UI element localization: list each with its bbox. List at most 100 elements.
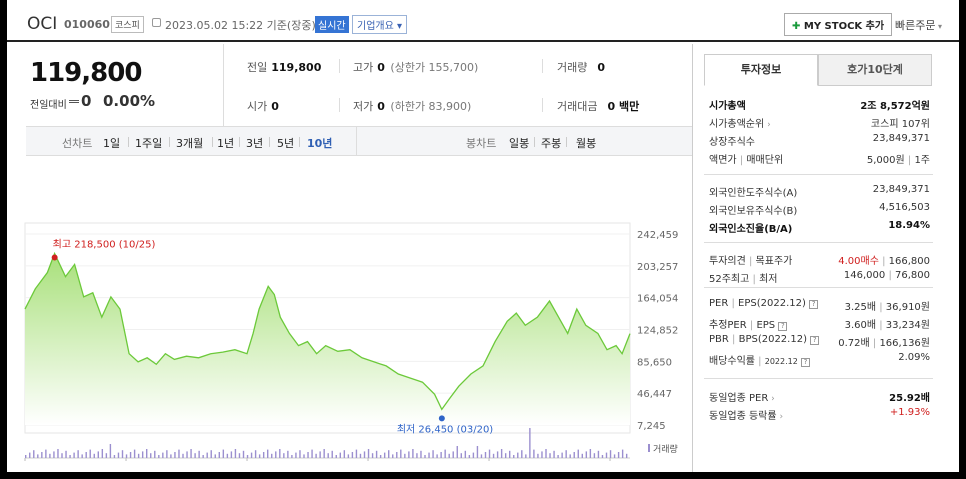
add-my-stock-button[interactable]: ✚ MY STOCK 추가 [784,13,893,36]
divider [566,137,567,147]
volume-bar [468,455,471,458]
volume-bar [154,450,156,458]
volume-bar [113,455,116,458]
volume-bar [319,451,321,458]
company-overview-dropdown[interactable]: 기업개요 ▾ [352,15,408,34]
volume-bar [404,453,406,458]
help-icon[interactable]: ? [801,358,811,367]
volume-bar [41,452,43,458]
volume-bar [464,450,467,458]
candle-chart-label: 봉차트 [466,137,497,150]
est-eps-value: 33,234원 [885,320,930,331]
stat-value: 0 [377,100,385,113]
row-value: 2조 8,572억원 [860,101,930,112]
period-5y[interactable]: 5년 [277,137,295,150]
help-icon[interactable]: ? [810,336,820,345]
help-icon[interactable]: ? [778,322,788,331]
volume-bar [137,453,140,458]
volume-bar [125,454,128,458]
volume-bar [37,454,39,458]
quote-main: 119,800 전일대비 0 0.00% 전일 119,800 고가 0 (상한가 … [7,44,692,472]
period-1d[interactable]: 1일 [103,137,121,150]
row-value: 23,849,371 [872,184,930,195]
volume-bar [146,449,148,458]
stat-label: 시가 [247,100,268,113]
chart-markers: 최고 218,500 (10/25) 최저 26,450 (03/20) [51,238,493,435]
foreign-section: 외국인한도주식수(A) 23,849,371 외국인보유주식수(B) 4,516,5… [704,174,933,235]
volume-bar [85,452,87,458]
row-label: 외국인보유주식수(B) [709,206,798,217]
divider [542,98,543,112]
row-label: 투자의견 | 목표주가 [709,252,792,267]
period-3y[interactable]: 3년 [246,137,264,150]
volume-bar [254,450,257,458]
volume-bar [65,450,67,458]
volume-bar [283,453,285,458]
divider [299,137,300,147]
candle-daily[interactable]: 일봉 [509,137,530,150]
volume-bar [287,450,289,458]
bps-label: BPS(2022.12) [738,334,807,345]
volume-bar [343,450,346,458]
volume-bar [585,451,588,458]
volume-bar [428,452,430,458]
change-percent: 0.00% [103,92,156,110]
chevron-right-icon: › [768,394,775,404]
stat-label: 저가 [353,100,374,113]
separator: | [876,302,886,313]
market-cap-section: 시가총액 2조 8,572억원 시가총액순위 › 코스피 107위 상장주식수 23,… [704,94,933,166]
separator: | [878,256,889,267]
row-value: 23,849,371 [872,133,930,144]
row-label: 추정PER | EPS ? [709,316,788,331]
realtime-button[interactable]: 실시간 [315,16,349,33]
par-value: 5,000원 [866,155,905,166]
period-10y[interactable]: 10년 [307,137,333,150]
row-value: 5,000원 | 1주 [867,151,930,166]
volume-bar [388,450,390,458]
quick-order-dropdown[interactable]: 빠른주문 ▾ [895,17,942,33]
volume-bar [327,453,329,458]
help-icon[interactable]: ? [809,300,819,309]
separator: | [876,320,886,331]
separator: | [728,298,739,309]
volume-bar [33,450,35,458]
volume-bar [279,449,281,458]
y-tick-label: 46,447 [637,389,672,400]
period-3m[interactable]: 3개월 [176,137,204,150]
row-value: 4.00매수 | 166,800 [838,252,930,267]
y-tick-label: 242,459 [637,230,678,241]
row-sector-per[interactable]: 동일업종 PER › 25.92배 [704,386,933,404]
row-value: 3.25배 | 36,910원 [845,298,930,313]
volume-bar [89,449,91,458]
row-sector-rate[interactable]: 동일업종 등락률 › +1.93% [704,404,933,422]
separator: | [869,338,880,349]
eps-value: 36,910원 [885,302,930,313]
candle-monthly[interactable]: 월봉 [576,137,597,150]
volume-bar [222,449,225,458]
divider [169,137,170,147]
high-marker [51,254,58,261]
lower-limit: (하한가 83,900) [390,100,472,113]
volume-bar [509,450,511,458]
row-label: PBR | BPS(2022.12) ? [709,334,820,345]
volume-bar [367,449,370,458]
est-per-label: 추정PER [709,320,747,331]
candle-weekly[interactable]: 주봉 [541,137,562,150]
volume-bar [250,452,253,458]
volume-bar [45,449,47,458]
volume-bar [335,455,337,458]
tab-order-book[interactable]: 호가10단계 [818,54,932,86]
volume-bar [170,454,172,458]
price-chart[interactable]: 242,459 203,257 164,054 124,852 85,650 46,447… [7,161,692,472]
row-label: PER | EPS(2022.12) ? [709,298,819,309]
volume-bar [210,450,212,458]
row-value: 0.72배 | 166,136원 [838,334,930,349]
period-1w[interactable]: 1주일 [135,137,163,150]
bps-value: 166,136원 [879,338,930,349]
tab-invest-info[interactable]: 투자정보 [704,54,818,86]
stat-prev-close: 전일 119,800 [247,59,321,75]
volume-bar [291,455,293,458]
per-value: 3.25배 [844,302,877,313]
row-market-cap-rank[interactable]: 시가총액순위 › 코스피 107위 [704,112,933,130]
period-1y[interactable]: 1년 [217,137,235,150]
